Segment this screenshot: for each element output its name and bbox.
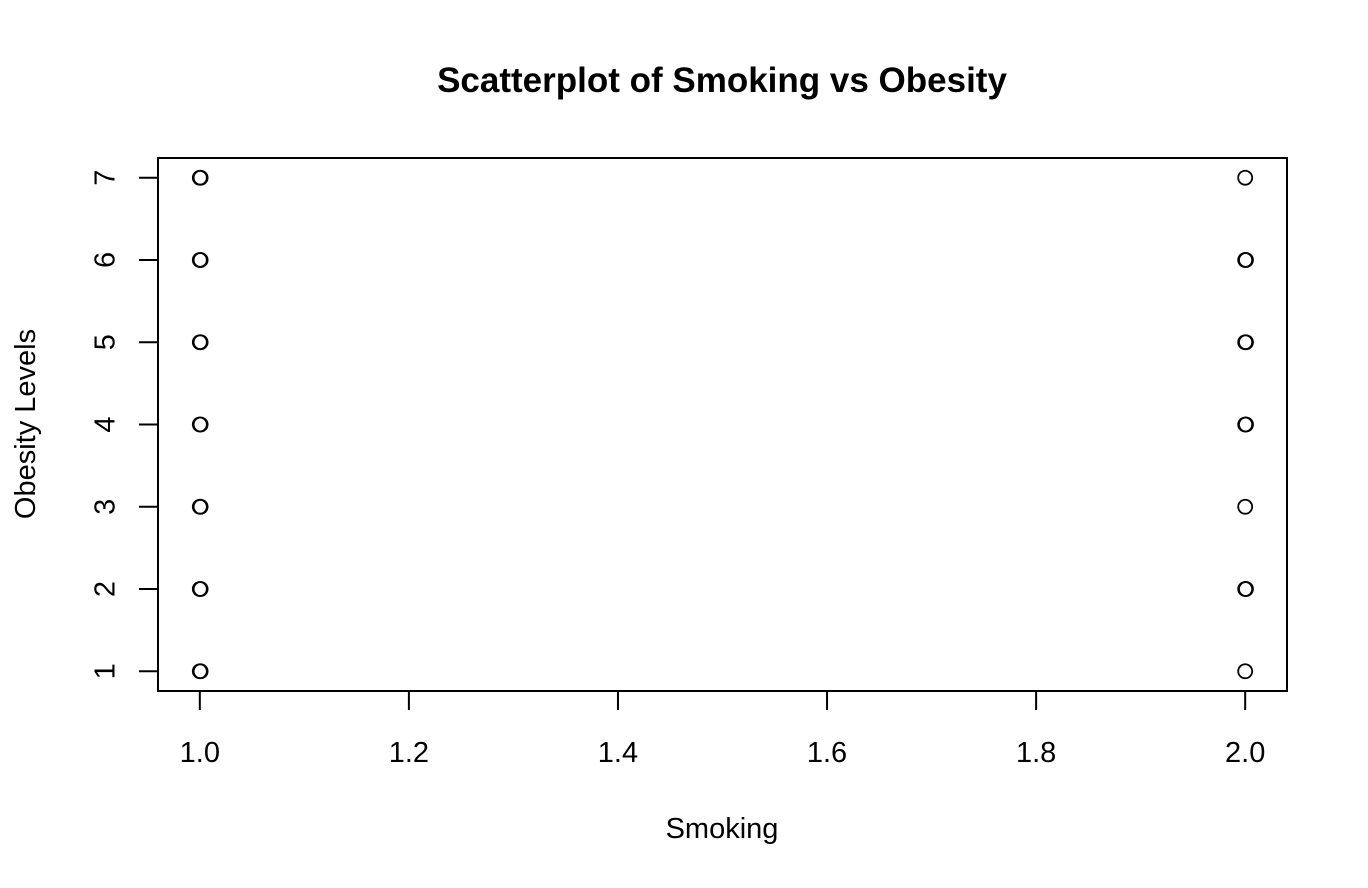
x-tick-label: 1.0 [180,737,220,769]
data-point [192,663,209,680]
data-point [192,581,209,597]
data-point [1237,663,1254,680]
x-tick-label: 1.4 [598,737,638,769]
data-point [1238,252,1254,268]
data-point [1238,416,1254,433]
data-point [1237,498,1254,515]
data-points [191,169,1254,680]
y-tick-label: 5 [90,334,122,350]
data-point [1237,169,1254,186]
data-point [1238,581,1254,597]
y-tick-label: 2 [90,581,122,597]
data-point [192,334,209,351]
data-point [192,416,209,433]
y-tick-label: 1 [90,663,122,679]
x-axis-label: Smoking [666,813,779,845]
plot-frame [157,157,1288,692]
data-point [192,498,209,515]
y-tick-label: 3 [90,499,122,515]
data-point [192,169,209,186]
y-axis: 1 2 3 4 5 6 7 [90,170,159,679]
x-tick-label: 1.8 [1016,737,1056,769]
y-tick-label: 6 [90,252,122,268]
data-point [192,252,209,268]
x-tick-label: 1.2 [389,737,429,769]
x-tick-label: 1.6 [807,737,847,769]
y-tick-label: 4 [90,416,122,432]
chart-title: Scatterplot of Smoking vs Obesity [437,61,1007,100]
y-tick-label: 7 [90,170,122,186]
data-point [1238,334,1254,351]
x-axis: 1.0 1.2 1.4 1.6 1.8 2.0 [180,690,1265,769]
x-tick-label: 2.0 [1225,737,1265,769]
y-axis-label: Obesity Levels [10,329,42,519]
